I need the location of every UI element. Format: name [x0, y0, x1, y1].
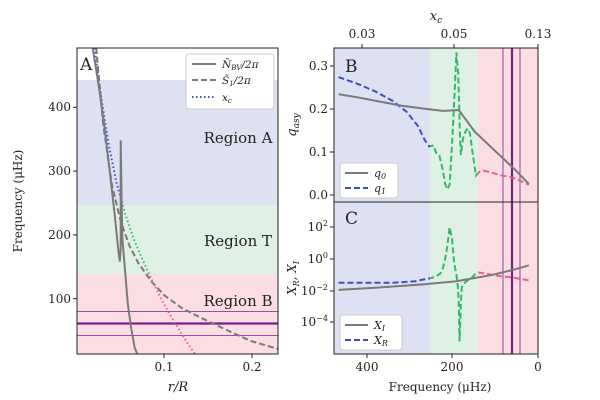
panel-a-xtick-0.2: 0.2 — [242, 360, 261, 374]
panel-b-letter: B — [345, 57, 358, 77]
region-t-label: Region T — [204, 232, 272, 250]
panel-b-y-ticks: 0.0 0.1 0.2 0.3 — [309, 59, 334, 202]
panel-b-ytick-0.1: 0.1 — [309, 145, 328, 159]
region-b-label: Region B — [203, 292, 272, 310]
panel-b-legend: q0 q1 — [339, 162, 399, 199]
panel-c-ytick-1e0: 100 — [308, 251, 328, 266]
panel-c-frame — [333, 201, 539, 355]
panel-a-curve-xc — [93, 47, 196, 355]
panel-a-band-region-b — [77, 274, 278, 354]
panel-c-y-ticks: 102 100 10−2 10−4 — [301, 219, 334, 329]
panel-a-legend: N̄BV/2π S̃1/2π xc — [185, 53, 275, 110]
panel-c-xtick-0: 0 — [534, 360, 542, 374]
panel-b-ytick-0.3: 0.3 — [309, 59, 328, 73]
panel-c-xlabel: Frequency (μHz) — [389, 380, 492, 394]
panel-a-ytick-200: 200 — [48, 228, 71, 242]
panel-a-xlabel: r/R — [168, 380, 189, 395]
region-a-label: Region A — [204, 129, 273, 147]
legend-s1: S̃1/2π — [222, 74, 252, 88]
panel-c-ylabel: XR, XI — [285, 260, 301, 296]
panel-c-letter: C — [345, 209, 358, 229]
panel-a-ytick-100: 100 — [48, 292, 71, 306]
panel-c-ytick-1e2: 102 — [308, 219, 328, 234]
panel-c-curve-xr — [338, 227, 530, 342]
panel-a-frame — [76, 47, 279, 355]
panel-a-ytick-300: 300 — [48, 164, 71, 178]
panel-c-xtick-200: 200 — [441, 360, 464, 374]
panel-b-toptick-0.03: 0.03 — [349, 27, 376, 41]
panel-c-curve-xi — [338, 264, 530, 291]
panel-b-band-b — [478, 48, 538, 202]
panel-a: 100 200 300 400 0.1 0.2 r/R Frequency (μ… — [11, 47, 279, 395]
panel-b-toptick-0.05: 0.05 — [441, 27, 468, 41]
panel-c-legend: XI XR — [339, 314, 403, 351]
panel-c-band-b — [478, 202, 538, 354]
panel-a-band-region-t — [77, 205, 278, 274]
panel-c-x-ticks: 400 200 0 — [356, 354, 542, 374]
panel-a-letter: A — [79, 55, 93, 75]
panel-b-ylabel: qasy — [285, 112, 302, 136]
panel-c-ytick-1e-2: 10−2 — [301, 283, 328, 298]
legend-nbv: N̄BV/2π — [221, 58, 260, 72]
panel-b-toptick-0.13: 0.13 — [525, 27, 552, 41]
panel-a-ylabel: Frequency (μHz) — [11, 150, 25, 253]
panel-b-ytick-0.0: 0.0 — [309, 188, 328, 202]
panel-a-xtick-0.1: 0.1 — [154, 360, 173, 374]
panel-b-curve-q0 — [338, 93, 530, 185]
panel-b: 0.0 0.1 0.2 0.3 0.03 0.05 0.13 xc qasy B… — [285, 9, 552, 203]
panel-a-curve-s1 — [95, 47, 279, 350]
panel-b-ytick-0.2: 0.2 — [309, 102, 328, 116]
legend-xc: xc — [222, 92, 232, 105]
panel-b-top-ticks: 0.03 0.05 0.13 — [349, 27, 552, 48]
panel-a-ytick-400: 400 — [48, 100, 71, 114]
panel-b-curve-q1 — [338, 52, 530, 192]
panel-a-x-ticks: 0.1 0.2 — [154, 354, 262, 374]
panel-a-curve-nbv — [91, 47, 139, 355]
panel-c: 102 100 10−2 10−4 400 200 0 Frequency (μ… — [285, 201, 542, 394]
panel-b-toplabel: xc — [430, 9, 442, 26]
panel-c-xtick-400: 400 — [356, 360, 379, 374]
panel-a-y-ticks: 100 200 300 400 — [48, 100, 77, 306]
panel-c-ytick-1e-4: 10−4 — [301, 314, 328, 329]
